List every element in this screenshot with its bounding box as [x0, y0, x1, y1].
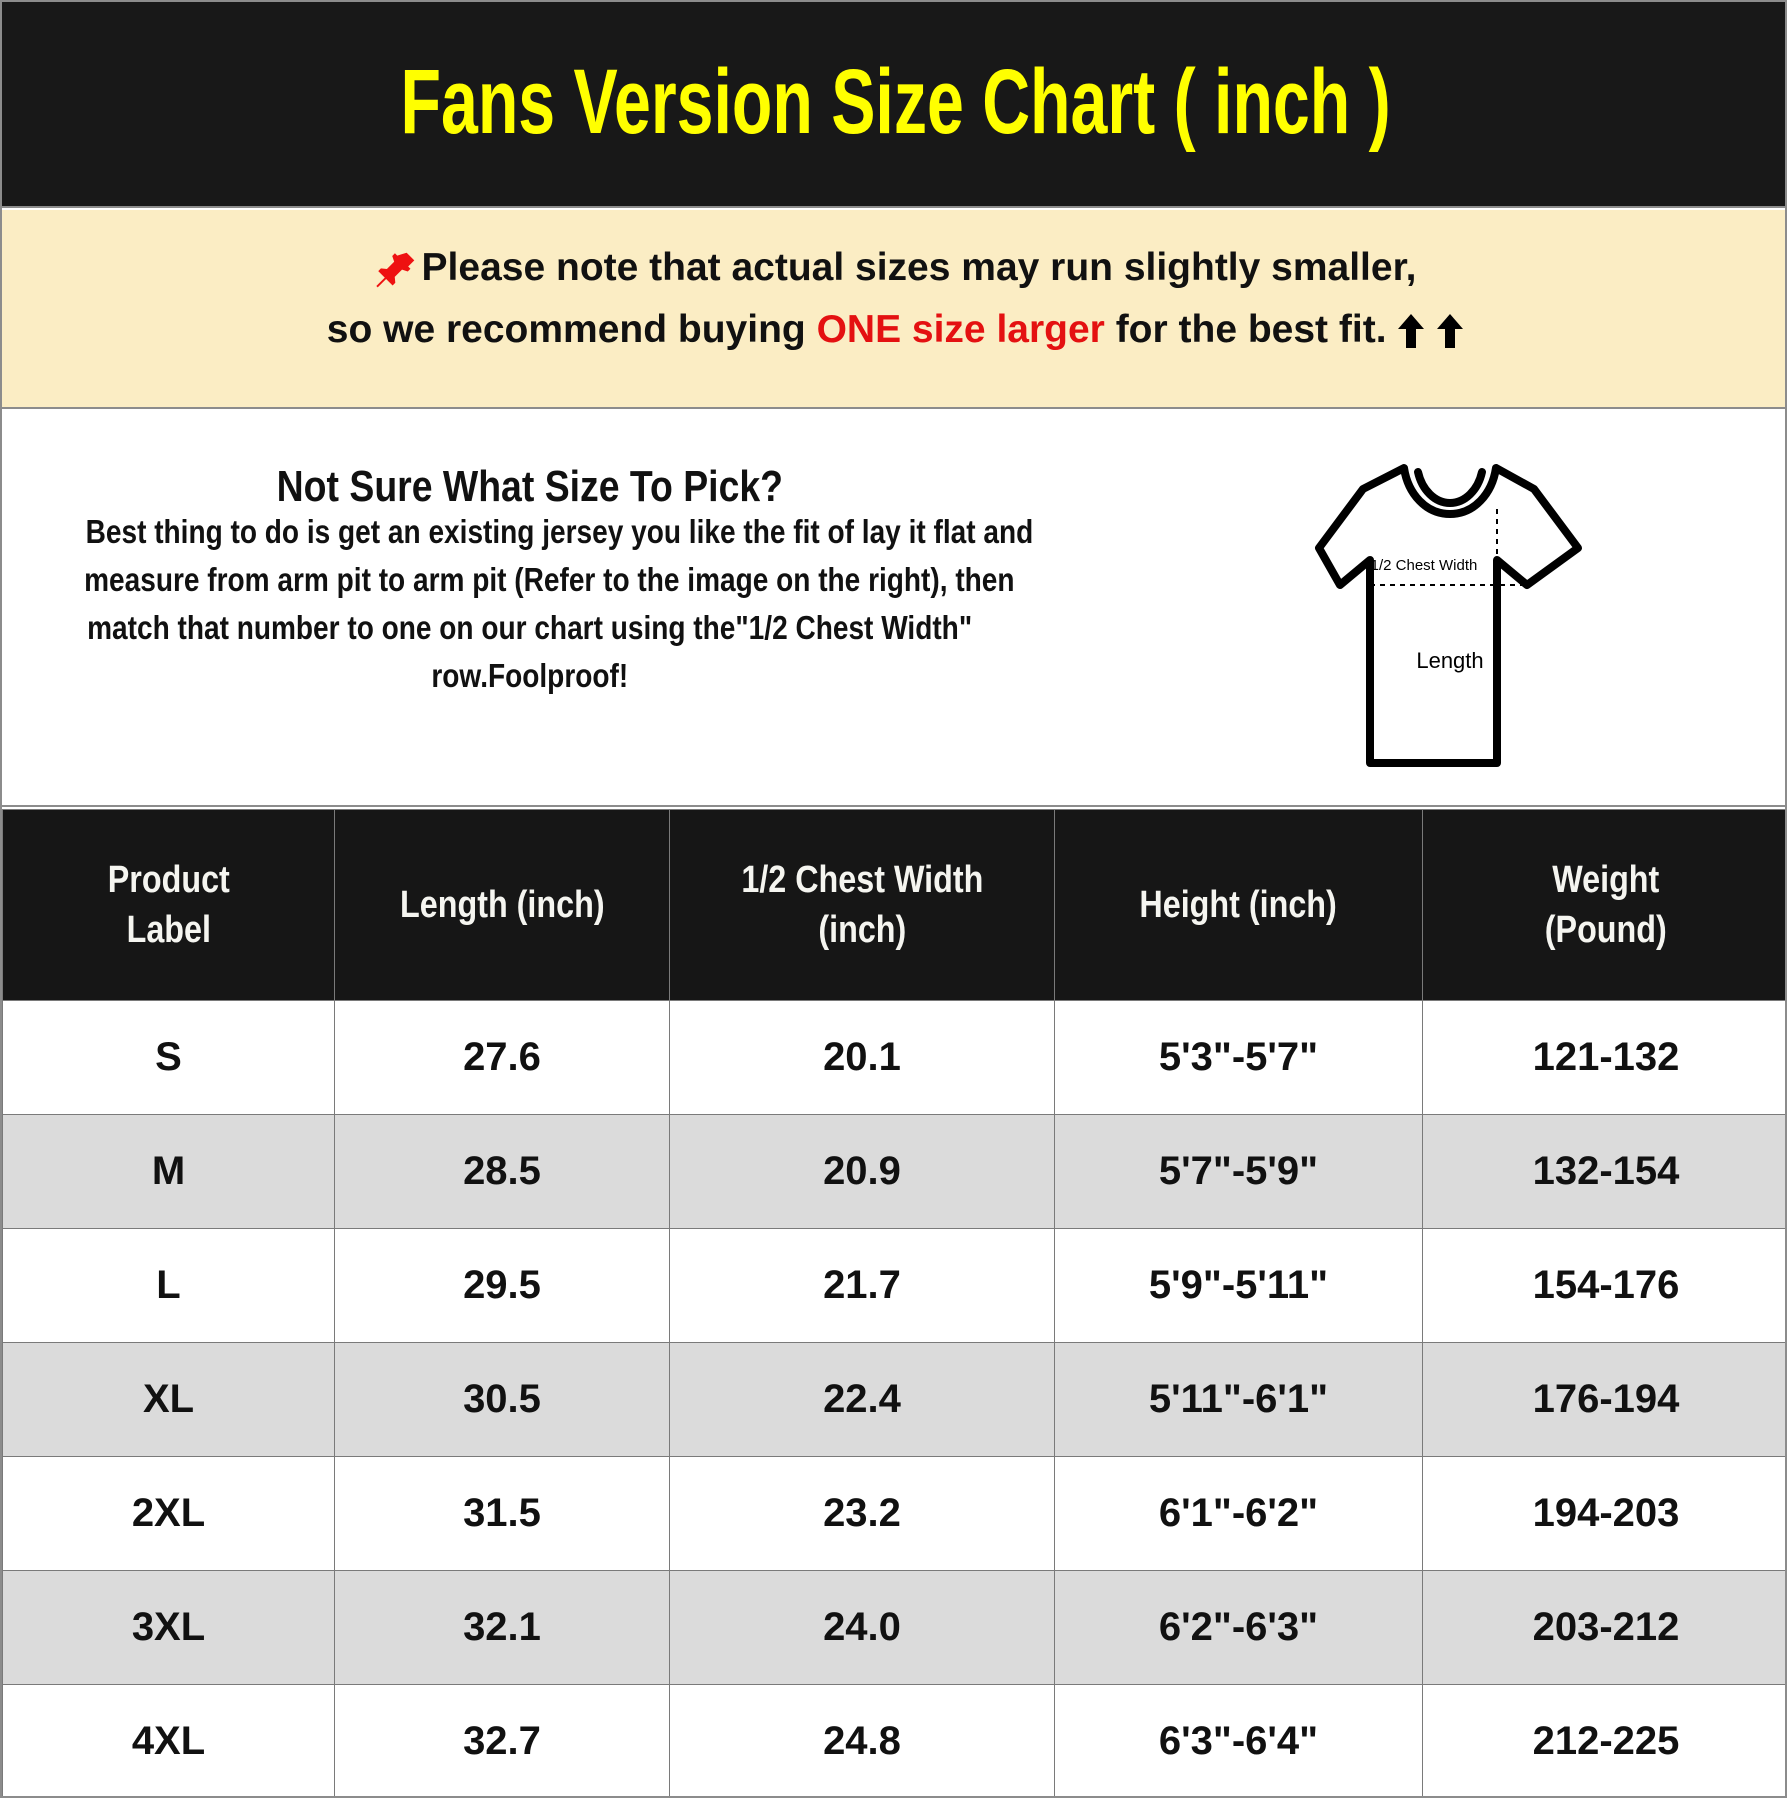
- svg-text:1/2 Chest Width: 1/2 Chest Width: [1371, 557, 1478, 574]
- svg-text:Length: Length: [1416, 648, 1483, 673]
